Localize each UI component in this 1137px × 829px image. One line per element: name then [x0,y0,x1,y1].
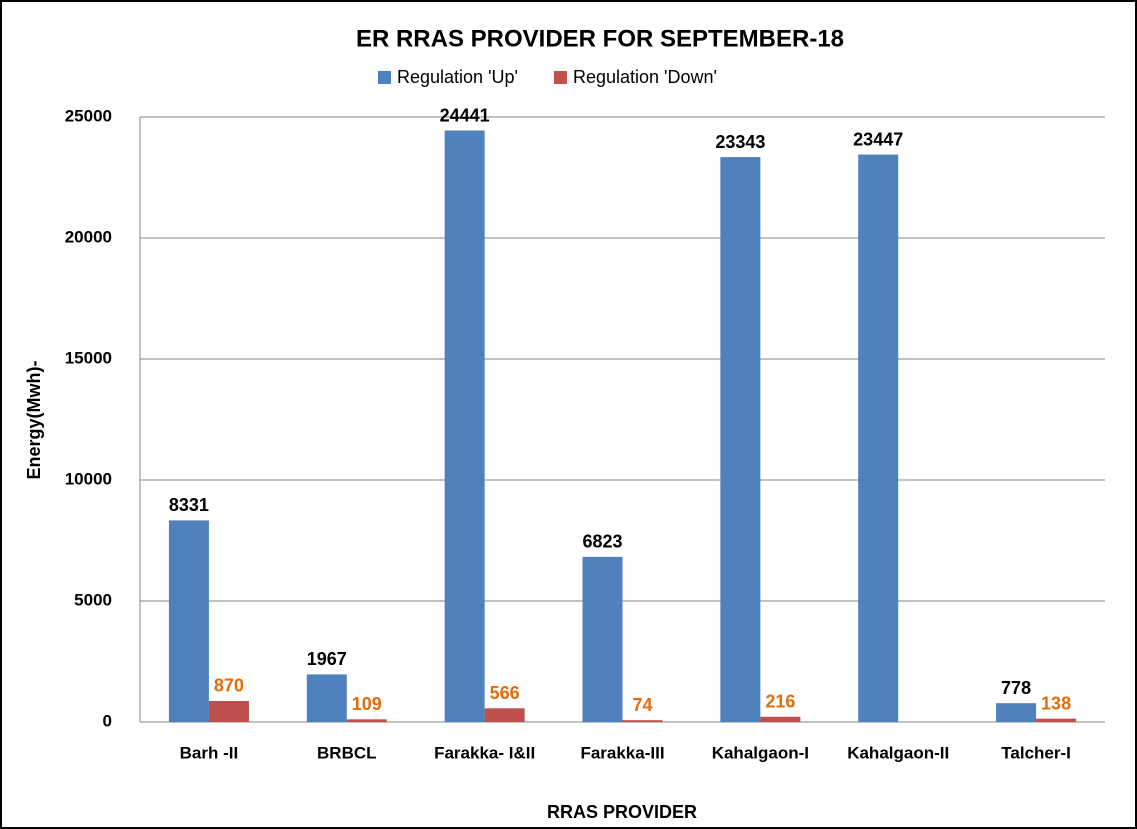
y-tick-label: 20000 [65,227,112,246]
data-label: 74 [632,695,652,715]
legend-label: Regulation 'Up' [397,67,518,87]
legend-swatch [378,71,391,84]
y-tick-label: 0 [103,711,112,730]
bar [622,720,663,722]
bar [582,556,623,722]
bar [720,157,761,723]
y-tick-label: 15000 [65,348,112,367]
data-label: 778 [1001,678,1031,698]
chart-title: ER RRAS PROVIDER FOR SEPTEMBER-18 [356,25,844,52]
data-label: 566 [490,683,520,703]
legend-label: Regulation 'Down' [573,67,717,87]
bar [858,154,899,723]
data-label: 138 [1041,693,1071,713]
x-tick-label: Talcher-I [1001,743,1071,762]
data-label: 109 [352,694,382,714]
x-tick-label: Kahalgaon-I [712,743,809,762]
x-tick-label: Kahalgaon-II [847,743,949,762]
bar [1036,718,1077,722]
x-axis-label: RRAS PROVIDER [547,802,697,822]
legend-swatch [553,71,567,84]
x-tick-label: Barh -II [180,743,239,762]
data-label: 24441 [440,105,490,125]
data-label: 8331 [169,495,209,515]
data-label: 216 [765,692,795,712]
bar [760,716,801,722]
data-label: 6823 [582,532,622,552]
bar [484,708,525,722]
x-tick-label: BRBCL [317,743,377,762]
y-tick-label: 10000 [65,469,112,488]
data-label: 1967 [307,649,347,669]
data-label: 23343 [715,132,765,152]
y-tick-label: 5000 [74,590,112,609]
bar [306,674,347,722]
data-label: 870 [214,676,244,696]
bar [168,520,209,722]
bar [996,703,1037,722]
bar [444,130,485,722]
data-label: 23447 [853,129,903,149]
bar [208,700,249,722]
bar [346,719,387,722]
y-axis-label: Energy(Mwh)- [24,360,44,479]
x-tick-label: Farakka- I&II [434,743,535,762]
x-tick-label: Farakka-III [580,743,664,762]
y-tick-label: 25000 [65,106,112,125]
